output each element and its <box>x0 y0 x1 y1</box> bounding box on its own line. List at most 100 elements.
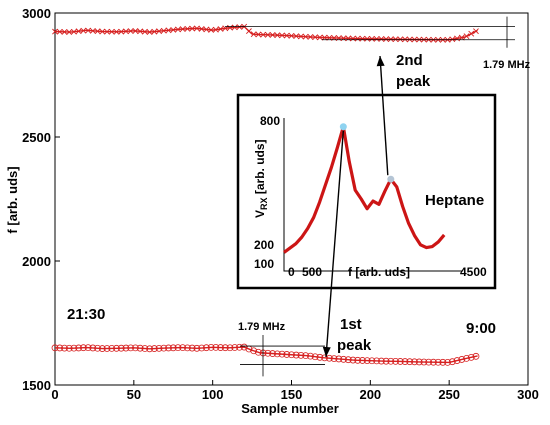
circle-marker <box>406 358 414 366</box>
x-marker <box>255 31 262 38</box>
x-marker <box>179 26 186 32</box>
x-tick-label: 0 <box>51 387 58 402</box>
x-marker <box>402 36 408 43</box>
circle-marker <box>113 344 120 352</box>
circle-marker <box>344 356 352 364</box>
circle-marker <box>472 352 480 360</box>
circle-marker <box>420 358 428 366</box>
circle-marker <box>226 344 234 352</box>
x-marker <box>56 28 63 35</box>
x-marker <box>104 28 110 35</box>
x-marker <box>80 27 87 34</box>
circle-marker <box>292 351 300 359</box>
circle-marker <box>311 353 319 361</box>
x-marker <box>283 32 290 39</box>
x-marker <box>123 28 129 35</box>
circle-marker <box>221 344 229 352</box>
x-marker <box>184 25 191 32</box>
circle-marker <box>340 355 347 363</box>
x-marker <box>151 28 158 35</box>
x-marker <box>350 35 356 42</box>
circle-marker <box>155 344 163 352</box>
circle-marker <box>165 344 172 352</box>
x-marker <box>108 28 115 35</box>
x-marker <box>373 35 380 42</box>
peak2-line1: 2nd <box>396 52 423 69</box>
circle-marker <box>174 344 182 352</box>
circle-marker <box>198 344 206 352</box>
circle-marker <box>373 357 381 365</box>
x-marker <box>250 31 257 38</box>
x-marker <box>312 34 319 41</box>
x-tick-label: 250 <box>438 387 460 402</box>
circle-marker <box>127 344 135 352</box>
circle-marker <box>117 344 125 352</box>
peak2-arrow-head <box>376 56 385 67</box>
inset-y-label-rest: [arb. uds] <box>253 139 267 197</box>
x-marker <box>293 33 300 40</box>
x-tick-label: 100 <box>202 387 224 402</box>
circle-marker <box>363 357 371 364</box>
x-marker <box>264 31 271 38</box>
x-marker <box>260 31 267 38</box>
circle-marker <box>392 357 399 365</box>
x-marker <box>246 28 252 35</box>
circle-marker <box>349 356 357 364</box>
inset-y-label: VRX [arb. uds] <box>253 139 269 218</box>
circle-marker <box>396 358 404 365</box>
circle-marker <box>132 344 139 352</box>
peak2-marker <box>387 175 395 183</box>
circle-marker <box>273 350 281 358</box>
circle-marker <box>51 344 59 352</box>
circle-marker <box>458 356 466 363</box>
circle-marker <box>136 344 144 352</box>
y-tick-label: 2500 <box>22 130 51 145</box>
x-marker <box>208 27 215 33</box>
y-axis-label: f [arb. uds] <box>5 166 20 233</box>
circle-marker <box>330 355 338 362</box>
circle-marker <box>439 358 447 366</box>
x-marker <box>316 34 323 41</box>
x-marker <box>298 33 304 40</box>
shift-top-label: 1.79 MHz <box>483 59 531 71</box>
x-marker <box>66 29 73 35</box>
circle-marker <box>122 344 130 352</box>
y-tick-label: 2000 <box>22 254 51 269</box>
peak1-arrow-head <box>322 346 331 357</box>
x-marker <box>203 26 210 33</box>
series-line-0 <box>54 25 478 41</box>
circle-marker <box>302 352 310 360</box>
circle-marker <box>108 344 116 352</box>
circle-marker <box>70 344 78 352</box>
circle-marker <box>359 357 366 364</box>
inset-series <box>283 123 446 254</box>
inset-x-label: f [arb. uds] <box>348 265 410 279</box>
circle-marker <box>160 344 168 352</box>
x-marker <box>387 36 394 43</box>
x-marker <box>141 28 148 35</box>
x-marker <box>118 28 125 35</box>
circle-marker <box>429 358 437 366</box>
x-marker <box>227 24 233 31</box>
x-marker <box>359 35 366 42</box>
x-marker <box>146 29 153 36</box>
x-marker <box>397 36 404 43</box>
circle-marker <box>146 345 154 353</box>
x-marker <box>85 27 92 34</box>
circle-marker <box>65 344 73 352</box>
circle-marker <box>415 358 423 366</box>
x-marker <box>231 24 238 31</box>
circle-marker <box>448 358 456 366</box>
circle-marker <box>316 353 324 361</box>
circle-marker <box>467 353 475 361</box>
peak1-arrow <box>325 130 345 358</box>
inset-ytick-200: 200 <box>254 238 274 252</box>
x-marker <box>212 26 219 33</box>
circle-marker <box>240 343 248 351</box>
inset-ytick-800: 800 <box>260 114 280 128</box>
x-marker <box>127 28 134 34</box>
peak1-marker <box>339 123 347 131</box>
x-marker <box>198 25 205 32</box>
